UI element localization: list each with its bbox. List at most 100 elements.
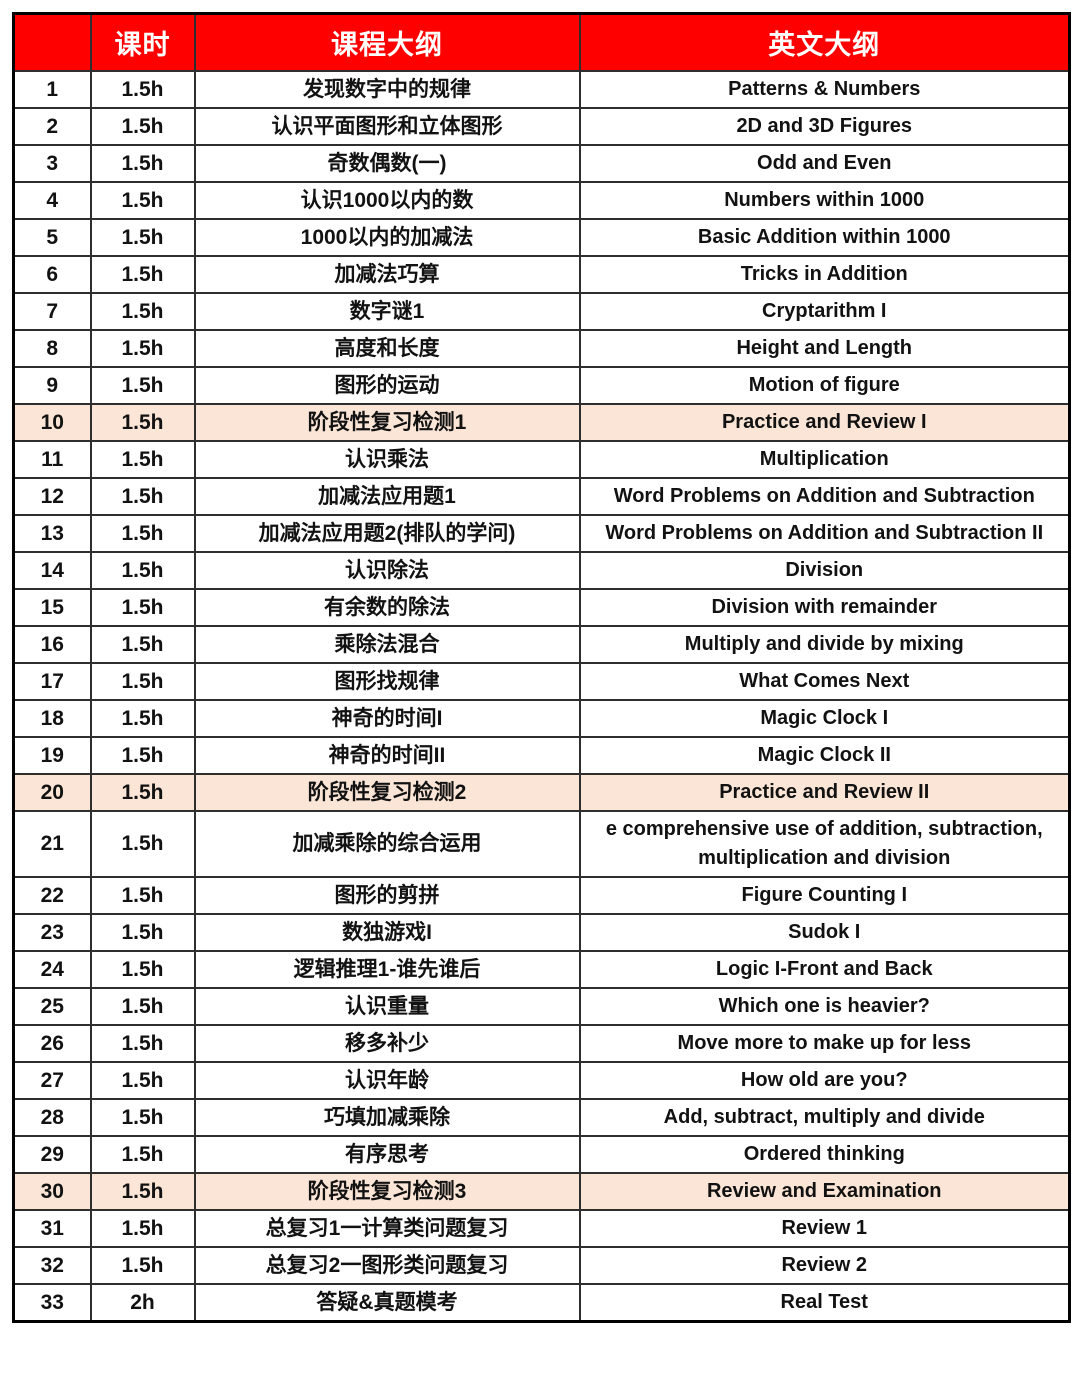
- cell-cn-title: 加减法应用题2(排队的学问): [193, 513, 581, 553]
- course-table-body: 1 1.5h 发现数字中的规律 Patterns & Numbers 2 1.5…: [12, 69, 1071, 1322]
- cell-en-title: Basic Addition within 1000: [578, 217, 1071, 257]
- table-row: 33 2h 答疑&真题模考 Real Test: [12, 1282, 1071, 1322]
- cell-cn-title: 认识重量: [193, 986, 581, 1026]
- cell-en-title: Tricks in Addition: [578, 254, 1071, 294]
- cell-en-title: Cryptarithm I: [578, 291, 1071, 331]
- cell-lesson-number: 25: [12, 986, 92, 1026]
- cell-hours: 1.5h: [89, 69, 196, 109]
- cell-hours: 1.5h: [89, 217, 196, 257]
- table-row: 13 1.5h 加减法应用题2(排队的学问) Word Problems on …: [12, 513, 1071, 553]
- cell-hours: 1.5h: [89, 772, 196, 812]
- cell-en-title: Magic Clock I: [578, 698, 1071, 738]
- cell-en-title: Review 2: [578, 1245, 1071, 1285]
- cell-lesson-number: 27: [12, 1060, 92, 1100]
- header-row: 课时 课程大纲 英文大纲: [12, 12, 1071, 72]
- cell-en-title: Review and Examination: [578, 1171, 1071, 1211]
- cell-cn-title: 认识平面图形和立体图形: [193, 106, 581, 146]
- cell-hours: 1.5h: [89, 735, 196, 775]
- table-row: 7 1.5h 数字谜1 Cryptarithm I: [12, 291, 1071, 331]
- cell-en-title: Review 1: [578, 1208, 1071, 1248]
- table-row: 18 1.5h 神奇的时间I Magic Clock I: [12, 698, 1071, 738]
- cell-cn-title: 神奇的时间I: [193, 698, 581, 738]
- cell-hours: 1.5h: [89, 698, 196, 738]
- cell-lesson-number: 19: [12, 735, 92, 775]
- cell-cn-title: 巧填加减乘除: [193, 1097, 581, 1137]
- cell-hours: 2h: [89, 1282, 196, 1322]
- cell-lesson-number: 31: [12, 1208, 92, 1248]
- cell-en-title: Practice and Review II: [578, 772, 1071, 812]
- cell-hours: 1.5h: [89, 106, 196, 146]
- cell-lesson-number: 14: [12, 550, 92, 590]
- cell-lesson-number: 8: [12, 328, 92, 368]
- table-row: 24 1.5h 逻辑推理1-谁先谁后 Logic I-Front and Bac…: [12, 949, 1071, 989]
- table-row: 12 1.5h 加减法应用题1 Word Problems on Additio…: [12, 476, 1071, 516]
- cell-en-title: Sudok I: [578, 912, 1071, 952]
- table-header: 课时 课程大纲 英文大纲: [12, 12, 1071, 72]
- table-row: 6 1.5h 加减法巧算 Tricks in Addition: [12, 254, 1071, 294]
- cell-hours: 1.5h: [89, 986, 196, 1026]
- cell-cn-title: 逻辑推理1-谁先谁后: [193, 949, 581, 989]
- cell-en-title: Word Problems on Addition and Subtractio…: [578, 513, 1071, 553]
- cell-cn-title: 加减法巧算: [193, 254, 581, 294]
- table-row: 31 1.5h 总复习1一计算类问题复习 Review 1: [12, 1208, 1071, 1248]
- cell-hours: 1.5h: [89, 328, 196, 368]
- cell-hours: 1.5h: [89, 912, 196, 952]
- cell-lesson-number: 2: [12, 106, 92, 146]
- cell-en-title: Multiply and divide by mixing: [578, 624, 1071, 664]
- cell-cn-title: 奇数偶数(一): [193, 143, 581, 183]
- cell-lesson-number: 28: [12, 1097, 92, 1137]
- table-row: 23 1.5h 数独游戏I Sudok I: [12, 912, 1071, 952]
- table-row: 28 1.5h 巧填加减乘除 Add, subtract, multiply a…: [12, 1097, 1071, 1137]
- cell-cn-title: 发现数字中的规律: [193, 69, 581, 109]
- cell-cn-title: 数字谜1: [193, 291, 581, 331]
- cell-en-title: Which one is heavier?: [578, 986, 1071, 1026]
- cell-hours: 1.5h: [89, 1208, 196, 1248]
- cell-lesson-number: 1: [12, 69, 92, 109]
- header-number: [12, 12, 92, 72]
- cell-lesson-number: 12: [12, 476, 92, 516]
- cell-lesson-number: 20: [12, 772, 92, 812]
- cell-en-title: What Comes Next: [578, 661, 1071, 701]
- cell-cn-title: 图形的运动: [193, 365, 581, 405]
- table-row: 32 1.5h 总复习2一图形类问题复习 Review 2: [12, 1245, 1071, 1285]
- table-row: 4 1.5h 认识1000以内的数 Numbers within 1000: [12, 180, 1071, 220]
- cell-lesson-number: 5: [12, 217, 92, 257]
- cell-en-title: Word Problems on Addition and Subtractio…: [578, 476, 1071, 516]
- cell-lesson-number: 4: [12, 180, 92, 220]
- table-row: 15 1.5h 有余数的除法 Division with remainder: [12, 587, 1071, 627]
- cell-lesson-number: 29: [12, 1134, 92, 1174]
- cell-cn-title: 认识1000以内的数: [193, 180, 581, 220]
- cell-lesson-number: 15: [12, 587, 92, 627]
- cell-lesson-number: 17: [12, 661, 92, 701]
- cell-hours: 1.5h: [89, 180, 196, 220]
- cell-hours: 1.5h: [89, 1245, 196, 1285]
- table-row: 19 1.5h 神奇的时间II Magic Clock II: [12, 735, 1071, 775]
- cell-hours: 1.5h: [89, 476, 196, 516]
- cell-lesson-number: 7: [12, 291, 92, 331]
- cell-en-title: How old are you?: [578, 1060, 1071, 1100]
- cell-lesson-number: 11: [12, 439, 92, 479]
- cell-hours: 1.5h: [89, 624, 196, 664]
- cell-cn-title: 阶段性复习检测3: [193, 1171, 581, 1211]
- cell-en-title: 2D and 3D Figures: [578, 106, 1071, 146]
- cell-en-title: Multiplication: [578, 439, 1071, 479]
- cell-cn-title: 神奇的时间II: [193, 735, 581, 775]
- cell-cn-title: 答疑&真题模考: [193, 1282, 581, 1322]
- cell-cn-title: 有余数的除法: [193, 587, 581, 627]
- cell-hours: 1.5h: [89, 809, 196, 878]
- table-row: 27 1.5h 认识年龄 How old are you?: [12, 1060, 1071, 1100]
- cell-lesson-number: 16: [12, 624, 92, 664]
- table-row: 14 1.5h 认识除法 Division: [12, 550, 1071, 590]
- cell-en-title: Numbers within 1000: [578, 180, 1071, 220]
- cell-hours: 1.5h: [89, 1060, 196, 1100]
- cell-hours: 1.5h: [89, 661, 196, 701]
- cell-en-title: Real Test: [578, 1282, 1071, 1322]
- cell-hours: 1.5h: [89, 1134, 196, 1174]
- cell-en-title: Add, subtract, multiply and divide: [578, 1097, 1071, 1137]
- table-row: 22 1.5h 图形的剪拼 Figure Counting I: [12, 875, 1071, 915]
- cell-hours: 1.5h: [89, 875, 196, 915]
- cell-en-title: Height and Length: [578, 328, 1071, 368]
- cell-hours: 1.5h: [89, 949, 196, 989]
- cell-en-title: Figure Counting I: [578, 875, 1071, 915]
- cell-en-title: Odd and Even: [578, 143, 1071, 183]
